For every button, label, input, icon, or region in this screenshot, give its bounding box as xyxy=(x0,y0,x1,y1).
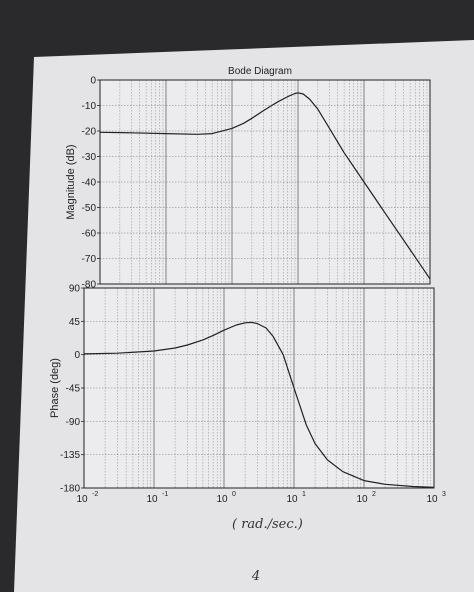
y-tick-label: -90 xyxy=(66,417,81,428)
y-tick-label: 90 xyxy=(69,284,81,295)
y-tick-label: -80 xyxy=(82,280,97,291)
y-tick-label: -70 xyxy=(82,254,97,265)
x-tick-exponent: 0 xyxy=(232,491,236,498)
x-tick-label: 10 xyxy=(76,494,88,505)
x-tick-label: 10 xyxy=(146,494,158,505)
chart-panel-1: 0 -10 -20 -30 -40 -50 -60 -70 -80 Magnitude (dB) B… xyxy=(65,66,431,291)
page-number: 4 xyxy=(251,569,260,584)
series-line-1 xyxy=(83,321,435,488)
x-tick-exponent: 3 xyxy=(442,491,446,498)
y-tick-label: -20 xyxy=(82,127,97,138)
y-tick-label: 0 xyxy=(74,350,80,361)
x-tick-label: 10 xyxy=(356,494,368,505)
y-tick-label: -45 xyxy=(66,384,81,395)
x-tick-exponent: 1 xyxy=(302,491,306,498)
x-tick-exponent: -1 xyxy=(162,491,168,498)
y-tick-label: -135 xyxy=(60,450,80,461)
y-axis-title: Magnitude (dB) xyxy=(65,144,77,219)
series-line-1 xyxy=(99,92,431,280)
y-tick-label: 0 xyxy=(90,76,96,87)
y-tick-label: 45 xyxy=(69,317,81,328)
x-tick-label: 10 xyxy=(286,494,298,505)
chart-title: Bode Diagram xyxy=(228,66,292,77)
x-tick-label: 10 xyxy=(426,494,438,505)
y-tick-label: -180 xyxy=(60,484,80,495)
x-tick-label: 10 xyxy=(216,494,228,505)
handwritten-units-note: ( rad./sec.) xyxy=(232,517,303,532)
y-tick-label: -30 xyxy=(82,152,97,163)
x-tick-exponent: 2 xyxy=(372,491,376,498)
y-tick-label: -10 xyxy=(82,101,97,112)
y-tick-label: -40 xyxy=(82,178,97,189)
y-axis-title: Phase (deg) xyxy=(49,358,61,418)
y-tick-label: -60 xyxy=(82,229,97,240)
x-tick-exponent: -2 xyxy=(92,491,98,498)
y-tick-label: -50 xyxy=(82,203,97,214)
